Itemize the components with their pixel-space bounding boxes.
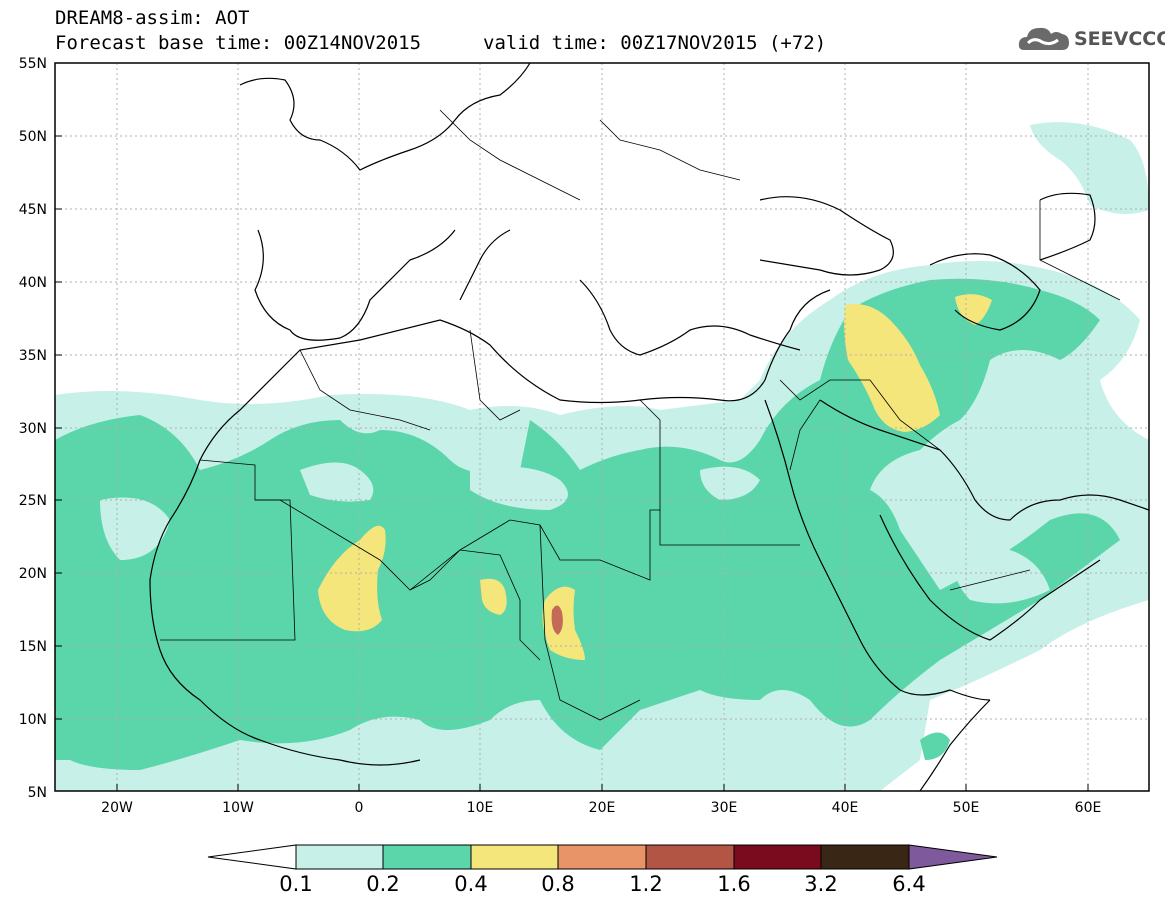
lon-label: 10W [222,800,254,816]
lon-label: 60E [1075,800,1102,816]
lon-label: 20E [589,800,616,816]
colorbar-bin [820,844,910,870]
lat-label: 20N [19,566,47,582]
lon-label: 20W [101,800,133,816]
colorbar-bin [645,844,735,870]
lat-label: 30N [19,421,47,437]
lat-label: 50N [19,129,47,145]
lat-label: 25N [19,493,47,509]
coastlines [149,63,1149,791]
graticule [55,63,1149,791]
logo-text: SEEVCCC [1074,28,1165,50]
colorbar-label: 0.2 [366,872,400,896]
colorbar-bin [733,844,822,870]
lat-label: 5N [28,785,47,801]
map-title: DREAM8-assim: AOT [55,7,250,29]
longitude-labels: 20W 10W 0 10E 20E 30E 40E 50E 60E [101,800,1101,816]
colorbar-label: 1.2 [629,872,663,896]
lat-label: 45N [19,202,47,218]
lat-label: 15N [19,639,47,655]
seevccc-logo: SEEVCCC [1018,22,1165,56]
colorbar-bin [470,844,559,870]
lon-label: 50E [953,800,980,816]
colorbar-label: 3.2 [804,872,838,896]
colorbar-label: 0.8 [541,872,575,896]
colorbar-over-arrow [908,844,998,870]
colorbar-label: 0.1 [279,872,313,896]
forecast-base-time: Forecast base time: 00Z14NOV2015 [55,32,422,54]
colorbar-label: 0.4 [454,872,488,896]
colorbar [207,844,998,870]
lat-label: 40N [19,275,47,291]
latitude-labels: 55N 50N 45N 40N 35N 30N 25N 20N 15N 10N … [19,56,47,801]
colorbar-label: 1.6 [717,872,751,896]
colorbar-label: 6.4 [892,872,926,896]
colorbar-bin [557,844,647,870]
colorbar-bin [295,844,384,870]
lon-label: 30E [711,800,738,816]
aot-level-0-2 [55,278,1120,770]
aot-level-0-8 [551,605,563,635]
country-borders [160,109,1121,721]
lat-label: 35N [19,348,47,364]
axis-ticks [55,135,1089,791]
lon-label: 10E [467,800,494,816]
valid-time: valid time: 00Z17NOV2015 (+72) [483,32,827,54]
colorbar-bin [382,844,472,870]
cloud-icon [1018,27,1069,50]
lon-label: 40E [832,800,859,816]
lon-label: 0 [355,800,364,816]
lat-label: 55N [19,56,47,72]
lat-label: 10N [19,712,47,728]
aot-field [55,122,1149,791]
colorbar-under-arrow [207,844,297,870]
